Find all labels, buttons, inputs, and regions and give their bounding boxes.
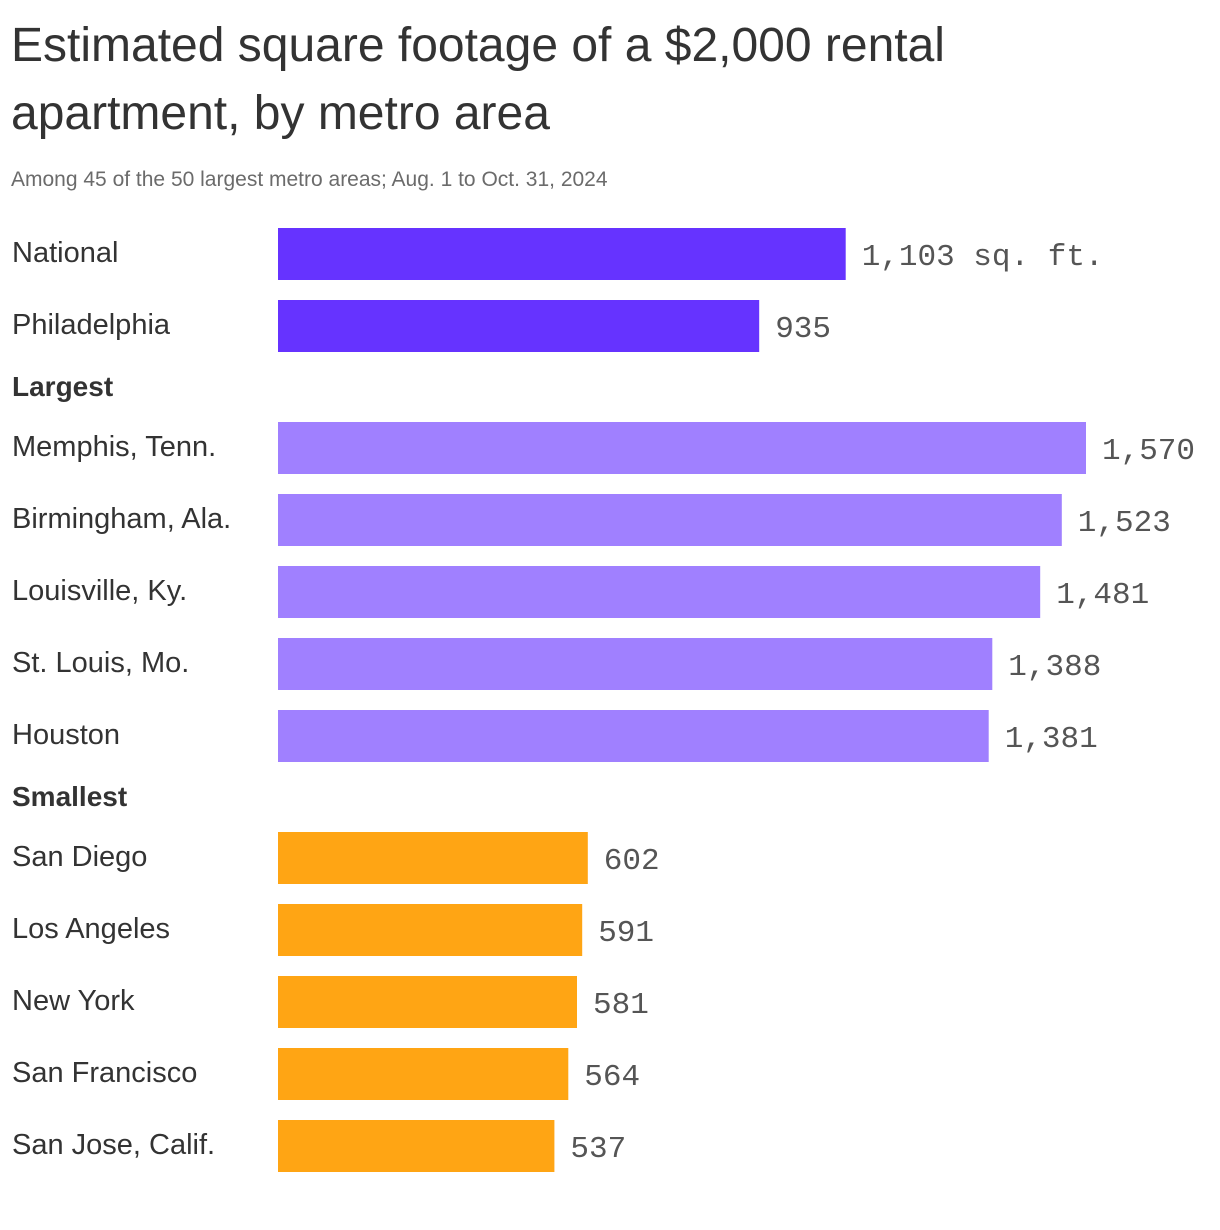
category-label-philadelphia: Philadelphia — [12, 309, 171, 341]
bar-san-diego — [278, 832, 588, 884]
value-label-st-louis-mo: 1,388 — [1008, 650, 1101, 685]
category-label-san-jose-calif: San Jose, Calif. — [12, 1129, 215, 1161]
category-label-los-angeles: Los Angeles — [12, 913, 170, 945]
value-label-san-francisco: 564 — [584, 1060, 640, 1095]
bar-new-york — [278, 976, 577, 1028]
section-heading-largest: Largest — [12, 371, 113, 402]
bar-national — [278, 228, 846, 280]
bar-san-francisco — [278, 1048, 569, 1100]
category-label-national: National — [12, 237, 118, 269]
value-label-san-jose-calif: 537 — [570, 1132, 626, 1167]
category-label-memphis-tenn: Memphis, Tenn. — [12, 431, 216, 463]
value-label-philadelphia: 935 — [775, 312, 831, 347]
value-label-san-diego: 602 — [604, 844, 660, 879]
bar-birmingham-ala — [278, 494, 1062, 546]
bar-louisville-ky — [278, 566, 1041, 618]
value-label-national: 1,103 sq. ft. — [862, 240, 1104, 275]
category-label-san-diego: San Diego — [12, 841, 147, 873]
bar-st-louis-mo — [278, 638, 993, 690]
value-label-louisville-ky: 1,481 — [1056, 578, 1149, 613]
bar-los-angeles — [278, 904, 583, 956]
chart-title: Estimated square footage of a $2,000 ren… — [11, 19, 945, 140]
value-label-los-angeles: 591 — [598, 916, 654, 951]
value-label-birmingham-ala: 1,523 — [1078, 506, 1171, 541]
bar-san-jose-calif — [278, 1120, 555, 1172]
category-label-new-york: New York — [12, 985, 135, 1017]
value-label-houston: 1,381 — [1005, 722, 1098, 757]
category-label-louisville-ky: Louisville, Ky. — [12, 575, 187, 607]
category-label-st-louis-mo: St. Louis, Mo. — [12, 647, 189, 679]
chart-subtitle: Among 45 of the 50 largest metro areas; … — [11, 168, 608, 191]
category-label-houston: Houston — [12, 719, 120, 751]
bar-philadelphia — [278, 300, 760, 352]
bar-memphis-tenn — [278, 422, 1086, 474]
bar-houston — [278, 710, 989, 762]
value-label-memphis-tenn: 1,570 — [1102, 434, 1195, 469]
section-heading-smallest: Smallest — [12, 781, 127, 812]
category-label-san-francisco: San Francisco — [12, 1057, 197, 1089]
value-label-new-york: 581 — [593, 988, 649, 1023]
category-label-birmingham-ala: Birmingham, Ala. — [12, 503, 231, 535]
